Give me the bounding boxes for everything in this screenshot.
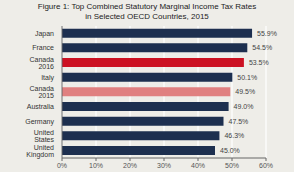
svg-text:55.9%: 55.9% [257, 30, 277, 37]
svg-text:47.5%: 47.5% [229, 118, 249, 125]
svg-text:30%: 30% [157, 162, 171, 169]
svg-text:Canada2016: Canada2016 [29, 56, 54, 70]
svg-text:46.3%: 46.3% [224, 132, 244, 139]
svg-text:Japan: Japan [35, 30, 54, 38]
svg-text:Australia: Australia [27, 103, 54, 110]
svg-text:20%: 20% [123, 162, 137, 169]
svg-text:50%: 50% [225, 162, 239, 169]
svg-text:45.0%: 45.0% [220, 147, 240, 154]
svg-text:54.5%: 54.5% [252, 44, 272, 51]
svg-text:49.0%: 49.0% [234, 103, 254, 110]
svg-text:40%: 40% [191, 162, 205, 169]
html-text:Figure 1: Top Combined Statuto: Figure 1: Top Combined Statutory Margina… [37, 2, 257, 11]
svg-text:UnitedKingdom: UnitedKingdom [26, 144, 54, 159]
svg-text:Italy: Italy [41, 74, 54, 82]
svg-text:60%: 60% [259, 162, 273, 169]
svg-text:Germany: Germany [25, 118, 54, 126]
svg-text:France: France [32, 44, 54, 51]
svg-text:UnitedStates: UnitedStates [34, 129, 55, 143]
svg-text:49.5%: 49.5% [235, 88, 255, 95]
svg-text:10%: 10% [89, 162, 103, 169]
svg-text:53.5%: 53.5% [249, 59, 269, 66]
svg-text:Canada2015: Canada2015 [29, 85, 54, 99]
html-text:in Selected OECD Countries, 20: in Selected OECD Countries, 2015 [85, 12, 209, 21]
svg-text:0%: 0% [57, 162, 67, 169]
svg-text:50.1%: 50.1% [237, 74, 257, 81]
